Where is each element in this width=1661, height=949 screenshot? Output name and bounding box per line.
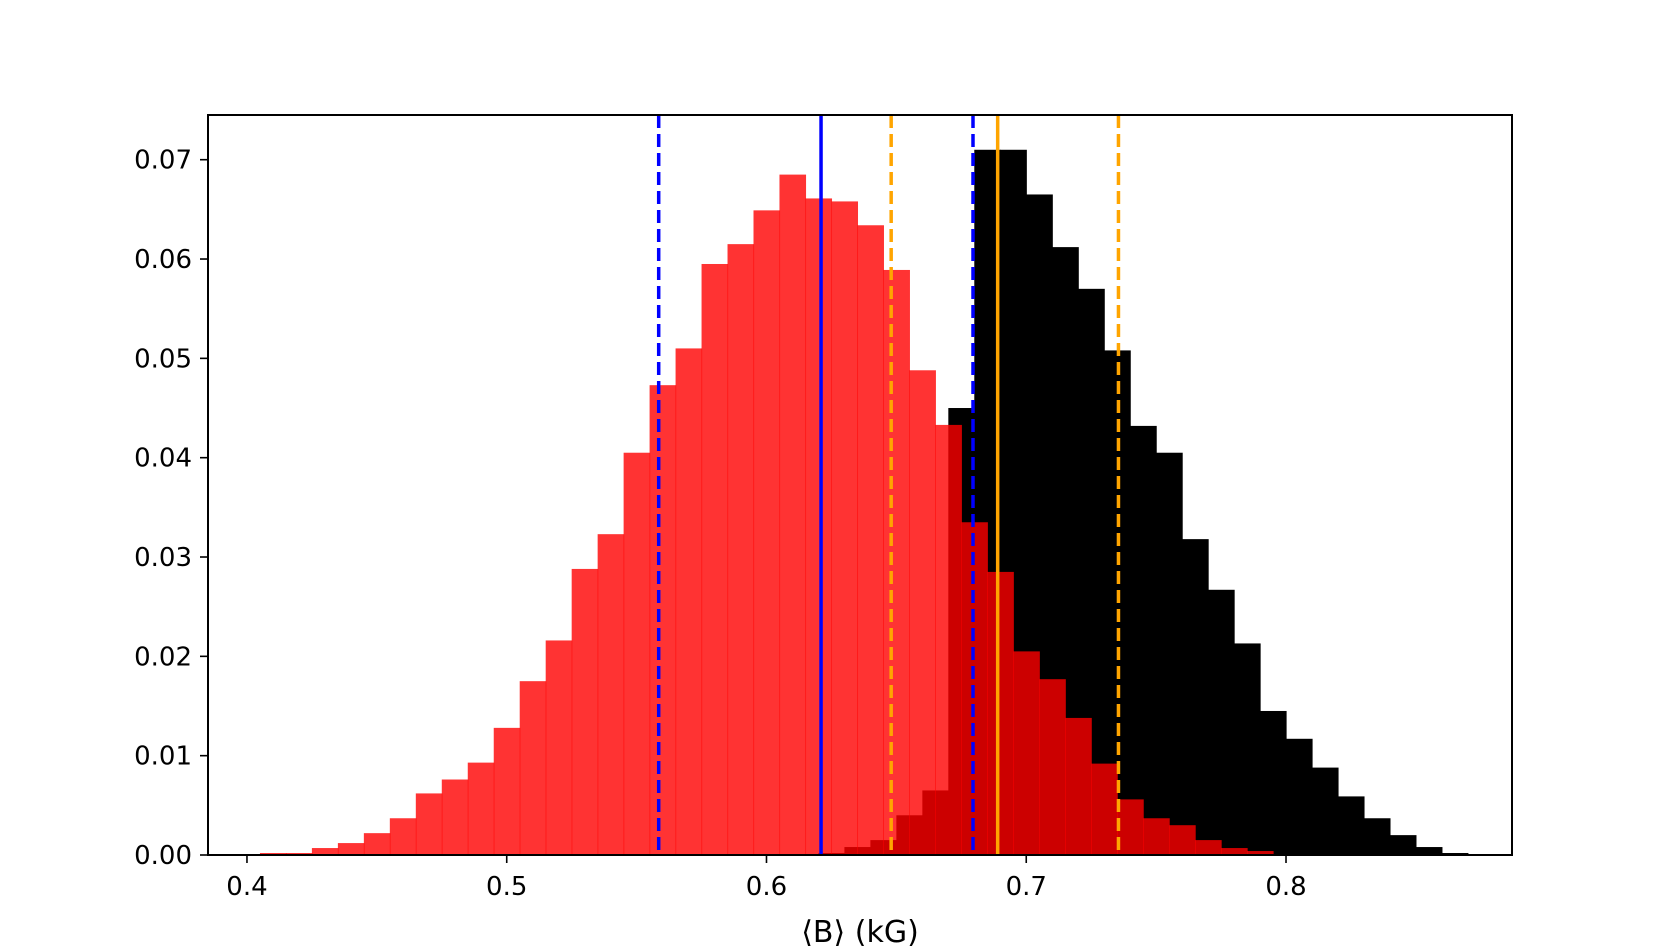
- y-tick-label: 0.01: [134, 742, 192, 772]
- y-tick-label: 0.00: [134, 841, 192, 871]
- y-tick-label: 0.04: [134, 444, 192, 474]
- histogram-bar-s1-b33: [1117, 799, 1144, 855]
- histogram-bar-s0-b16: [1234, 643, 1261, 855]
- histogram-bar-s0-b15: [1208, 589, 1235, 855]
- histogram-bar-s0-b14: [1182, 539, 1209, 855]
- histogram-bar-s1-b36: [1195, 840, 1222, 855]
- bars-layer: [259, 149, 1469, 856]
- histogram-bar-s1-b25: [909, 370, 936, 855]
- histogram-bar-s1-b24: [883, 269, 910, 855]
- histogram-bar-s1-b10: [519, 681, 547, 855]
- histogram-bar-s1-b13: [597, 534, 625, 855]
- histogram-bar-s1-b31: [1065, 717, 1092, 855]
- x-tick-label: 0.4: [226, 872, 267, 902]
- x-tick-label: 0.8: [1265, 872, 1306, 902]
- histogram-bar-s1-b12: [571, 568, 599, 855]
- histogram-bar-s1-b21: [805, 198, 833, 855]
- histogram-bar-s1-b9: [493, 727, 521, 855]
- ticks-layer: 0.4 0.5 0.6 0.7 0.8 0.00 0.01 0.02 0.03 0.04 0.05 0…: [134, 146, 1307, 902]
- histogram-bar-s1-b28: [987, 571, 1014, 855]
- histogram-bar-s1-b22: [831, 201, 859, 856]
- histogram-bar-s0-b21: [1363, 818, 1391, 855]
- histogram-bar-s1-b35: [1169, 825, 1196, 855]
- histogram-bar-s1-b17: [701, 263, 729, 855]
- histogram-bar-s1-b16: [675, 348, 703, 855]
- histogram-bar-s0-b17: [1260, 710, 1287, 855]
- histogram-bar-s1-b6: [415, 793, 443, 855]
- x-tick-label: 0.6: [746, 872, 787, 902]
- histogram-bar-s0-b13: [1156, 452, 1183, 855]
- y-tick-label: 0.05: [134, 344, 192, 374]
- histogram-bar-s1-b8: [467, 762, 495, 855]
- histogram-bar-s1-b2: [311, 848, 339, 855]
- histogram-bar-s1-b14: [623, 452, 651, 855]
- histogram-bar-s1-b32: [1091, 763, 1118, 855]
- x-tick-label: 0.5: [486, 872, 527, 902]
- histogram-bar-s1-b7: [441, 779, 469, 855]
- histogram-bar-s1-b20: [779, 174, 807, 856]
- histogram-bar-s0-b20: [1337, 796, 1365, 855]
- histogram-bar-s1-b38: [1247, 851, 1274, 855]
- histogram-bar-s1-b19: [753, 210, 781, 856]
- x-axis-label: ⟨B⟩ (kG): [801, 915, 919, 949]
- histogram-bar-s1-b34: [1143, 818, 1170, 855]
- y-tick-label: 0.06: [134, 245, 192, 275]
- y-tick-label: 0.03: [134, 543, 192, 573]
- y-tick-label: 0.02: [134, 642, 192, 672]
- y-tick-label: 0.07: [134, 146, 192, 176]
- histogram-bar-s1-b26: [935, 424, 962, 855]
- vertical-lines-layer: [656, 115, 1121, 855]
- histogram-bar-s1-b29: [1013, 651, 1040, 855]
- x-tick-label: 0.7: [1006, 872, 1047, 902]
- histogram-bar-s1-b23: [857, 225, 884, 855]
- histogram-bar-s1-b37: [1221, 848, 1248, 855]
- histogram-bar-s0-b23: [1415, 847, 1443, 855]
- histogram-bar-s1-b3: [337, 843, 365, 855]
- histogram-bar-s1-b15: [649, 385, 677, 855]
- histogram-bar-s1-b4: [363, 833, 391, 855]
- histogram-bar-s1-b5: [389, 818, 417, 855]
- histogram-bar-s0-b12: [1130, 425, 1157, 855]
- histogram-bar-s1-b18: [727, 244, 755, 855]
- histogram-bar-s1-b30: [1039, 679, 1066, 855]
- histogram-bar-s0-b19: [1311, 767, 1339, 855]
- plot-frame: [207, 114, 1513, 856]
- histogram-bar-s1-b11: [545, 640, 573, 855]
- histogram-bar-s0-b18: [1286, 738, 1313, 855]
- histogram-bar-s0-b22: [1389, 835, 1417, 855]
